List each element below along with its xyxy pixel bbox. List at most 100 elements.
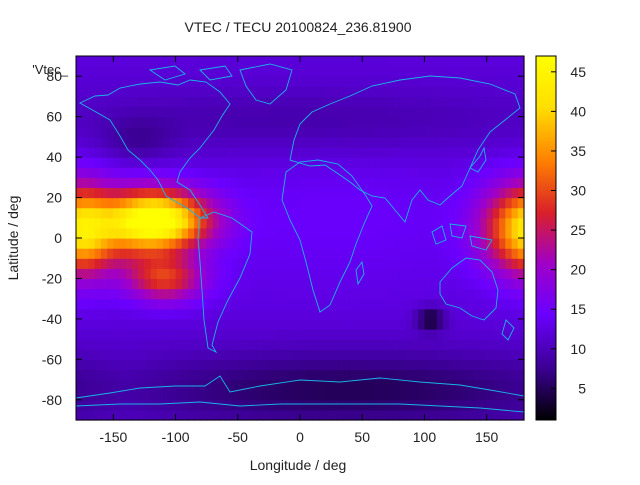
heatmap-cell	[212, 409, 220, 421]
heatmap-cell	[337, 116, 345, 128]
heatmap-cell	[113, 167, 121, 178]
heatmap-cell	[418, 126, 426, 138]
heatmap-cell	[169, 126, 177, 138]
heatmap-cell	[312, 278, 320, 290]
heatmap-cell	[455, 409, 463, 421]
heatmap-cell	[492, 329, 500, 340]
heatmap-cell	[219, 86, 226, 98]
heatmap-cell	[474, 318, 482, 330]
heatmap-cell	[380, 177, 388, 189]
heatmap-cell	[312, 157, 320, 168]
heatmap-cell	[244, 126, 251, 138]
heatmap-cell	[412, 349, 419, 360]
y-tick-label: -60	[42, 351, 62, 367]
heatmap-cell	[349, 308, 357, 320]
heatmap-cell	[206, 116, 214, 128]
heatmap-cell	[349, 278, 357, 290]
heatmap-cell	[486, 278, 494, 290]
heatmap-cell	[343, 318, 351, 330]
heatmap-cell	[486, 409, 494, 421]
heatmap-cell	[387, 187, 394, 199]
heatmap-cell	[324, 227, 332, 239]
heatmap-cell	[244, 268, 251, 280]
heatmap-cell	[107, 167, 114, 178]
heatmap-cell	[188, 238, 195, 249]
heatmap-cell	[356, 389, 363, 401]
heatmap-cell	[412, 227, 419, 239]
heatmap-cell	[250, 86, 258, 98]
heatmap-cell	[181, 167, 189, 178]
heatmap-cell	[156, 147, 164, 158]
heatmap-cell	[107, 136, 114, 148]
heatmap-cell	[262, 369, 270, 381]
heatmap-cell	[362, 369, 370, 381]
heatmap-cell	[132, 409, 139, 421]
heatmap-cell	[206, 359, 214, 371]
heatmap-cell	[100, 217, 108, 229]
heatmap-cell	[88, 126, 96, 138]
heatmap-cell	[181, 207, 189, 219]
heatmap-cell	[293, 177, 301, 189]
heatmap-cell	[443, 409, 450, 421]
heatmap-cell	[194, 197, 202, 209]
heatmap-cell	[268, 339, 276, 350]
heatmap-cell	[113, 308, 121, 320]
heatmap-cell	[100, 409, 108, 421]
heatmap-cell	[231, 379, 239, 391]
heatmap-cell	[486, 56, 494, 67]
heatmap-cell	[94, 369, 102, 381]
heatmap-cell	[405, 116, 413, 128]
heatmap-cell	[262, 66, 270, 77]
heatmap-cell	[474, 339, 482, 350]
heatmap-cell	[212, 56, 220, 67]
heatmap-cell	[244, 379, 251, 391]
heatmap-cell	[212, 329, 220, 340]
heatmap-cell	[368, 76, 376, 87]
heatmap-cell	[405, 56, 413, 67]
heatmap-cell	[231, 96, 239, 108]
heatmap-cell	[169, 207, 177, 219]
heatmap-cell	[287, 56, 295, 67]
heatmap-cell	[331, 399, 338, 411]
heatmap-cell	[468, 349, 475, 360]
heatmap-cell	[293, 389, 301, 401]
heatmap-cell	[468, 177, 475, 189]
heatmap-cell	[424, 227, 432, 239]
heatmap-cell	[405, 187, 413, 199]
heatmap-cell	[107, 288, 114, 300]
heatmap-cell	[455, 288, 463, 300]
heatmap-cell	[275, 66, 282, 77]
heatmap-cell	[362, 177, 370, 189]
heatmap-cell	[281, 329, 289, 340]
heatmap-cell	[380, 399, 388, 411]
heatmap-cell	[393, 248, 401, 259]
heatmap-cell	[356, 339, 363, 350]
heatmap-cell	[88, 96, 96, 108]
heatmap-cell	[324, 136, 332, 148]
heatmap-cell	[318, 399, 326, 411]
heatmap-cell	[461, 86, 469, 98]
heatmap-cell	[356, 227, 363, 239]
heatmap-cell	[412, 187, 419, 199]
heatmap-cell	[88, 136, 96, 148]
heatmap-cell	[511, 116, 519, 128]
heatmap-cell	[281, 116, 289, 128]
heatmap-cell	[144, 318, 152, 330]
heatmap-cell	[76, 197, 83, 209]
heatmap-cell	[300, 369, 307, 381]
heatmap-cell	[287, 389, 295, 401]
heatmap-cell	[82, 379, 90, 391]
heatmap-cell	[368, 227, 376, 239]
heatmap-cell	[306, 258, 314, 269]
heatmap-cell	[468, 399, 475, 411]
heatmap-cell	[480, 66, 488, 77]
heatmap-cell	[412, 329, 419, 340]
heatmap-cell	[505, 308, 513, 320]
heatmap-cell	[349, 227, 357, 239]
heatmap-cell	[306, 106, 314, 118]
heatmap-cell	[125, 409, 133, 421]
heatmap-cell	[169, 369, 177, 381]
heatmap-cell	[443, 288, 450, 300]
heatmap-cell	[318, 157, 326, 168]
heatmap-cell	[436, 157, 444, 168]
